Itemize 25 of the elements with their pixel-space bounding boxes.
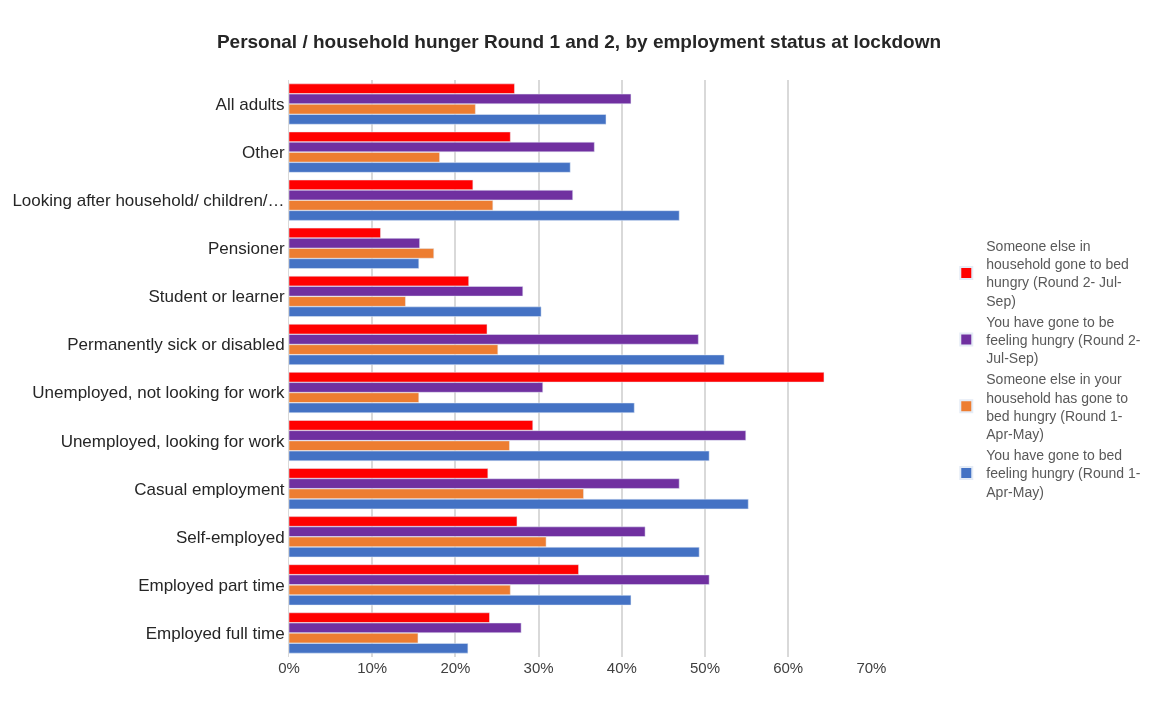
legend-label: You have gone to be feeling hungry (Round 2- Jul-Sep) — [986, 313, 1141, 367]
x-tick-label: 60% — [773, 659, 804, 676]
y-tick-label: Unemployed, looking for work — [60, 431, 286, 451]
y-tick-label: Other — [242, 143, 285, 163]
y-tick-label: Pensioner — [208, 239, 285, 259]
y-tick-label: Casual employment — [134, 479, 285, 499]
y-tick-label: Unemployed, not looking for work — [32, 383, 286, 403]
y-tick-label: Self-employed — [175, 527, 285, 547]
legend-label: Someone else in household gone to bed hungry (Round 2- Jul-Sep) — [986, 238, 1129, 309]
y-tick-label: Student or learner — [148, 287, 285, 307]
y-tick-label: Looking after household/ children/… — [12, 191, 285, 211]
legend-label: You have gone to bed feeling hungry (Round 1- Apr-May) — [986, 447, 1141, 500]
x-tick-label: 40% — [606, 659, 637, 676]
y-tick-label: Employed full time — [145, 623, 285, 643]
x-tick-label: 70% — [856, 659, 887, 676]
x-tick-label: 50% — [689, 659, 721, 676]
legend-label: Someone else in your household has gone to bed hungry (Round 1- Apr-May) — [986, 371, 1129, 443]
x-tick-label: 20% — [440, 659, 471, 676]
x-tick-label: 0% — [278, 659, 300, 676]
y-tick-label: All adults — [215, 94, 285, 114]
chart-title: Personal / household hunger Round 1 and 2, by employment status at lockdown — [216, 31, 942, 53]
x-tick-label: 30% — [523, 659, 554, 676]
x-tick-label: 10% — [357, 659, 388, 676]
y-tick-label: Permanently sick or disabled — [67, 335, 285, 355]
y-tick-label: Employed part time — [138, 575, 285, 595]
